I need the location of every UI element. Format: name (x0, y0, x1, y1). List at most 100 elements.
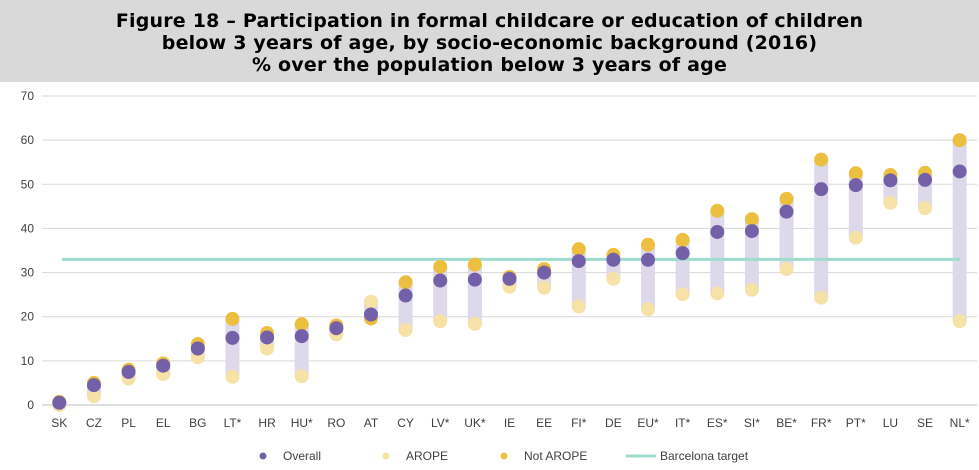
point-arope-UK* (467, 316, 482, 331)
point-overall-SI* (744, 224, 759, 239)
point-arope-EU* (641, 302, 656, 317)
range-bar-FR* (814, 159, 829, 298)
range-bar-NL* (952, 140, 967, 322)
x-tick-label: SK (51, 416, 67, 430)
x-tick-label: HU* (291, 416, 313, 430)
point-not-arope-FR* (814, 152, 829, 167)
y-tick-label: 50 (21, 177, 35, 191)
dot-range-chart: 0 10 20 30 40 50 60 70 SK CZ PL EL BG LT* HR HU* RO AT CY… (21, 89, 977, 463)
x-tick-label: SE (917, 416, 933, 430)
y-tick-label: 30 (21, 266, 35, 280)
x-tick-label: DE (605, 416, 622, 430)
point-overall-LV* (433, 273, 448, 288)
point-arope-FI* (571, 299, 586, 314)
point-arope-LV* (433, 314, 448, 329)
point-overall-FR* (814, 182, 829, 197)
point-arope-AT (363, 294, 378, 309)
x-tick-label: HR (258, 416, 276, 430)
point-not-arope-HU* (294, 317, 309, 332)
point-arope-HR (260, 341, 275, 356)
point-overall-IE (502, 271, 517, 286)
x-tick-label: EU* (637, 416, 659, 430)
grid-layer (42, 95, 977, 406)
x-tick-label: BE* (776, 416, 797, 430)
title-band: Figure 18 – Participation in formal chil… (0, 0, 979, 82)
x-tick-label: CY (397, 416, 414, 430)
x-tick-label: BG (189, 416, 206, 430)
point-arope-LT* (225, 369, 240, 384)
point-overall-SE (918, 172, 933, 187)
y-tick-label: 40 (21, 221, 35, 235)
x-tick-label: IE (504, 416, 515, 430)
point-overall-HU* (294, 329, 309, 344)
x-tick-label: EE (536, 416, 552, 430)
chart-title-line-1: Figure 18 – Participation in formal chil… (115, 10, 864, 32)
point-not-arope-NL* (952, 133, 967, 148)
point-overall-IT* (675, 246, 690, 261)
chart-title-line-3: % over the population below 3 years of a… (251, 54, 728, 76)
point-arope-CZ (86, 389, 101, 404)
point-not-arope-ES* (710, 203, 725, 218)
x-tick-label: PT* (846, 416, 866, 430)
point-overall-ES* (710, 224, 725, 239)
x-tick-label: RO (327, 416, 345, 430)
x-tick-label: ES* (707, 416, 728, 430)
point-overall-EE (537, 265, 552, 280)
range-bar-LT* (225, 318, 240, 377)
point-not-arope-LT* (225, 311, 240, 326)
x-tick-label: IT* (675, 416, 691, 430)
y-tick-label: 70 (21, 89, 35, 103)
point-arope-CY (398, 322, 413, 337)
x-tick-label: AT (364, 416, 379, 430)
x-tick-label: SI* (744, 416, 760, 430)
point-overall-PT* (848, 178, 863, 193)
legend-arope-label: AROPE (406, 449, 448, 463)
point-arope-BE* (779, 262, 794, 277)
point-overall-RO (329, 321, 344, 336)
x-tick-label: FR* (811, 416, 832, 430)
y-axis-ticks: 0 10 20 30 40 50 60 70 (21, 89, 35, 412)
point-arope-FR* (814, 290, 829, 305)
legend-not-arope-label: Not AROPE (524, 449, 587, 463)
x-tick-label: FI* (571, 416, 587, 430)
x-tick-label: NL* (950, 416, 970, 430)
point-arope-PT* (848, 230, 863, 245)
legend-overall-marker (259, 452, 267, 460)
x-tick-label: LU (883, 416, 898, 430)
point-arope-NL* (952, 314, 967, 329)
point-arope-DE (606, 271, 621, 286)
point-overall-SK (52, 395, 67, 410)
point-not-arope-LV* (433, 259, 448, 274)
y-tick-label: 20 (21, 310, 35, 324)
point-not-arope-EU* (641, 237, 656, 252)
point-overall-EL (156, 358, 171, 373)
y-tick-label: 10 (21, 354, 35, 368)
point-overall-LT* (225, 330, 240, 345)
legend-overall-label: Overall (283, 449, 321, 463)
point-overall-PL (121, 364, 136, 379)
point-not-arope-FI* (571, 242, 586, 257)
point-overall-LU (883, 173, 898, 188)
legend-barcelona-label: Barcelona target (660, 449, 749, 463)
point-arope-LU (883, 195, 898, 210)
point-overall-AT (363, 307, 378, 322)
point-arope-ES* (710, 286, 725, 301)
point-not-arope-PT* (848, 166, 863, 181)
point-arope-HU* (294, 369, 309, 384)
point-overall-FI* (571, 254, 586, 269)
x-tick-label: EL (156, 416, 171, 430)
y-tick-label: 60 (21, 133, 35, 147)
legend-not-arope-marker (500, 452, 508, 460)
point-not-arope-IT* (675, 232, 690, 247)
point-not-arope-SI* (744, 212, 759, 227)
point-overall-EU* (641, 252, 656, 267)
legend-arope-marker (382, 452, 390, 460)
x-tick-label: CZ (86, 416, 102, 430)
point-overall-NL* (952, 164, 967, 179)
point-not-arope-UK* (467, 257, 482, 272)
y-tick-label: 0 (27, 398, 34, 412)
chart-title-line-2: below 3 years of age, by socio-economic … (161, 32, 818, 54)
x-tick-label: LV* (431, 416, 450, 430)
x-tick-label: LT* (224, 416, 242, 430)
x-axis-ticks: SK CZ PL EL BG LT* HR HU* RO AT CY LV* UK* IE EE FI* DE E… (51, 416, 970, 430)
